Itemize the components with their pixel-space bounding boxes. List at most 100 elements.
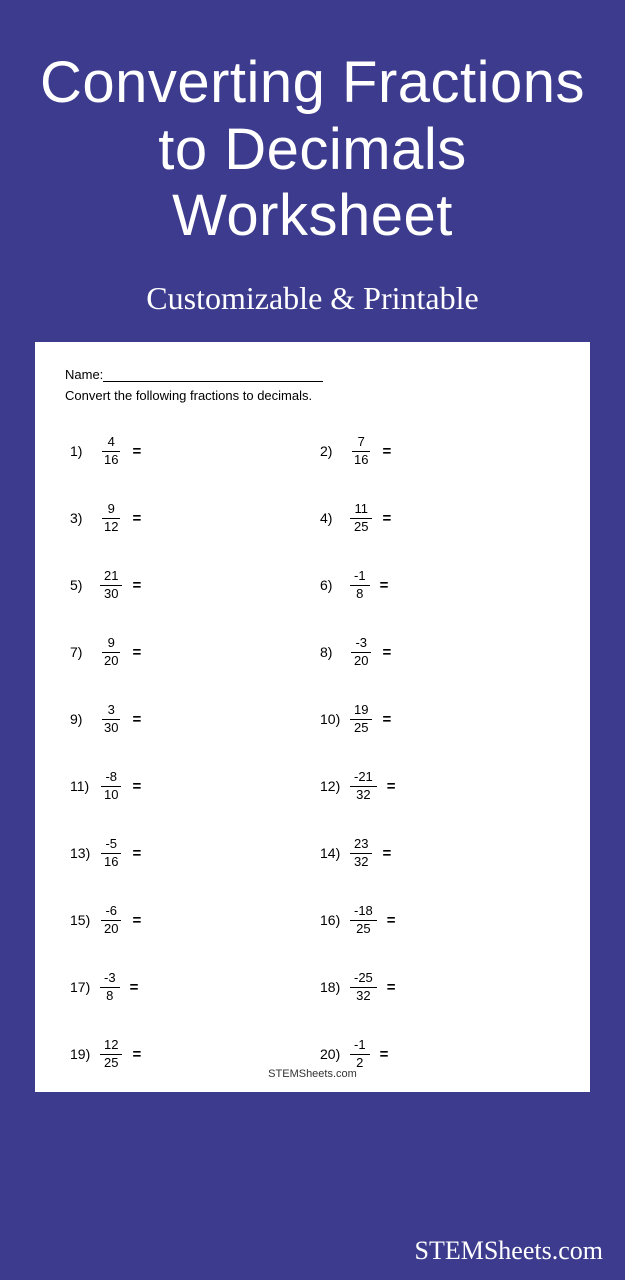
problem-number: 6)	[320, 577, 348, 593]
denominator: 12	[100, 519, 122, 534]
equals-sign: =	[387, 912, 396, 929]
problem-number: 20)	[320, 1046, 348, 1062]
problem-number: 18)	[320, 979, 348, 995]
problem-number: 19)	[70, 1046, 98, 1062]
numerator: -18	[350, 904, 377, 920]
problem-number: 4)	[320, 510, 348, 526]
equals-sign: =	[382, 644, 391, 661]
fraction: 2332	[350, 837, 372, 869]
worksheet-footer: STEMSheets.com	[35, 1068, 590, 1080]
numerator: 11	[350, 502, 372, 518]
fraction: -810	[100, 770, 122, 802]
fraction: -320	[350, 636, 372, 668]
equals-sign: =	[380, 577, 389, 594]
denominator: 25	[350, 519, 372, 534]
fraction: 2130	[100, 569, 122, 601]
equals-sign: =	[382, 443, 391, 460]
problem-item: 17)-38 =	[70, 961, 310, 1013]
denominator: 8	[101, 988, 119, 1003]
problem-item: 10)1925=	[320, 693, 560, 745]
problem-item: 16)-1825 =	[320, 894, 560, 946]
problem-item: 4)1125 =	[320, 492, 560, 544]
equals-sign: =	[387, 979, 396, 996]
denominator: 8	[351, 586, 369, 601]
denominator: 16	[100, 854, 122, 869]
equals-sign: =	[382, 510, 391, 527]
problem-item: 6)-18 =	[320, 559, 560, 611]
problem-number: 9)	[70, 711, 98, 727]
problem-item: 3)912=	[70, 492, 310, 544]
fraction: -38	[100, 971, 120, 1003]
equals-sign: =	[382, 845, 391, 862]
problem-item: 12)-2132 =	[320, 760, 560, 812]
problem-item: 2)716=	[320, 425, 560, 477]
fraction: -2132	[350, 770, 377, 802]
problem-item: 1)416=	[70, 425, 310, 477]
problem-number: 13)	[70, 845, 98, 861]
numerator: 7	[352, 435, 370, 451]
numerator: -25	[350, 971, 377, 987]
denominator: 20	[350, 653, 372, 668]
denominator: 16	[100, 452, 122, 467]
equals-sign: =	[130, 979, 139, 996]
numerator: -21	[350, 770, 377, 786]
problem-item: 9)330 =	[70, 693, 310, 745]
equals-sign: =	[382, 711, 391, 728]
fraction: 920	[100, 636, 122, 668]
problem-item: 13)-516 =	[70, 827, 310, 879]
denominator: 25	[352, 921, 374, 936]
denominator: 25	[350, 720, 372, 735]
main-title: Converting Fractions to Decimals Workshe…	[0, 0, 625, 270]
equals-sign: =	[132, 778, 141, 795]
fraction: -1825	[350, 904, 377, 936]
problem-item: 14)2332 =	[320, 827, 560, 879]
problem-number: 17)	[70, 979, 98, 995]
numerator: 9	[102, 636, 120, 652]
equals-sign: =	[132, 845, 141, 862]
numerator: -1	[350, 569, 370, 585]
fraction: -12	[350, 1038, 370, 1070]
worksheet-preview: Name: Convert the following fractions to…	[35, 342, 590, 1092]
numerator: -3	[351, 636, 371, 652]
numerator: -3	[100, 971, 120, 987]
equals-sign: =	[387, 778, 396, 795]
numerator: -6	[101, 904, 121, 920]
denominator: 30	[100, 586, 122, 601]
problem-item: 15)-620=	[70, 894, 310, 946]
equals-sign: =	[380, 1046, 389, 1063]
equals-sign: =	[132, 711, 141, 728]
numerator: 4	[102, 435, 120, 451]
problem-item: 5)2130=	[70, 559, 310, 611]
numerator: -1	[350, 1038, 370, 1054]
equals-sign: =	[132, 510, 141, 527]
problem-item: 18)-2532=	[320, 961, 560, 1013]
numerator: 12	[100, 1038, 122, 1054]
name-field: Name:	[65, 367, 560, 382]
fraction: 1925	[350, 703, 372, 735]
problem-number: 16)	[320, 912, 348, 928]
instructions-text: Convert the following fractions to decim…	[65, 388, 560, 403]
numerator: -5	[101, 837, 121, 853]
problem-number: 14)	[320, 845, 348, 861]
denominator: 16	[350, 452, 372, 467]
problem-item: 7)920=	[70, 626, 310, 678]
fraction: 330	[100, 703, 122, 735]
numerator: -8	[101, 770, 121, 786]
fraction: 716	[350, 435, 372, 467]
equals-sign: =	[132, 443, 141, 460]
problem-number: 15)	[70, 912, 98, 928]
fraction: -18	[350, 569, 370, 601]
problem-number: 12)	[320, 778, 348, 794]
problem-number: 8)	[320, 644, 348, 660]
fraction: 912	[100, 502, 122, 534]
denominator: 30	[100, 720, 122, 735]
subtitle: Customizable & Printable	[0, 270, 625, 342]
numerator: 23	[350, 837, 372, 853]
fraction: 416	[100, 435, 122, 467]
equals-sign: =	[132, 1046, 141, 1063]
fraction: -516	[100, 837, 122, 869]
numerator: 9	[102, 502, 120, 518]
fraction: 1225	[100, 1038, 122, 1070]
problems-grid: 1)416=2)716=3)912=4)1125=5)2130=6)-18=7)…	[65, 425, 560, 1080]
fraction: 1125	[350, 502, 372, 534]
